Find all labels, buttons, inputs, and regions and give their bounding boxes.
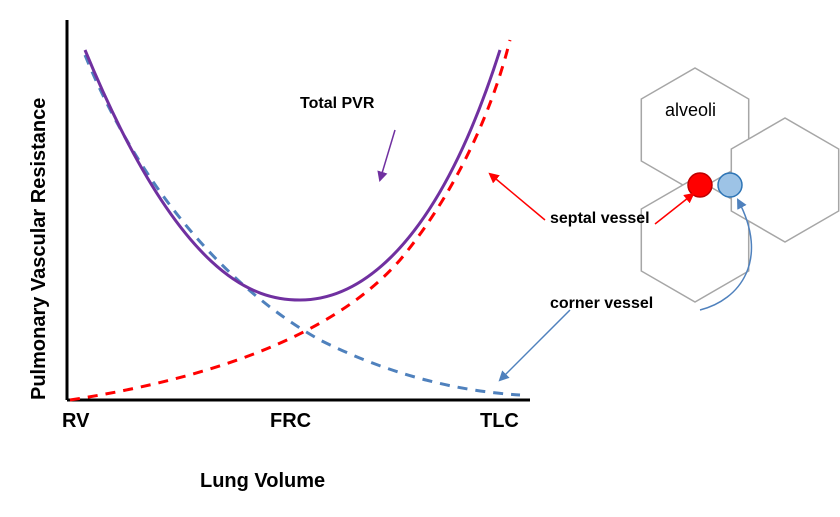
x-tick-tlc: TLC <box>480 410 519 433</box>
x-tick-frc: FRC <box>270 410 311 433</box>
figure-svg <box>0 0 840 517</box>
septal-vessel-curve <box>70 40 510 400</box>
corner-vessel-label: corner vessel <box>550 295 653 313</box>
corner-arrow <box>500 310 570 380</box>
figure-root: Pulmonary Vascular Resistance Lung Volum… <box>0 0 840 517</box>
total-pvr-arrow <box>380 130 395 180</box>
septal-arrow <box>490 174 545 220</box>
septal-vessel-label: septal vessel <box>550 210 650 228</box>
septal-vessel-circle <box>688 173 712 197</box>
total-pvr-curve <box>85 50 500 300</box>
x-axis-label: Lung Volume <box>200 470 325 493</box>
alveoli-label: alveoli <box>665 100 716 121</box>
y-axis-label: Pulmonary Vascular Resistance <box>28 98 51 400</box>
corner-vessel-circle <box>718 173 742 197</box>
x-tick-rv: RV <box>62 410 89 433</box>
total-pvr-label: Total PVR <box>300 95 374 113</box>
